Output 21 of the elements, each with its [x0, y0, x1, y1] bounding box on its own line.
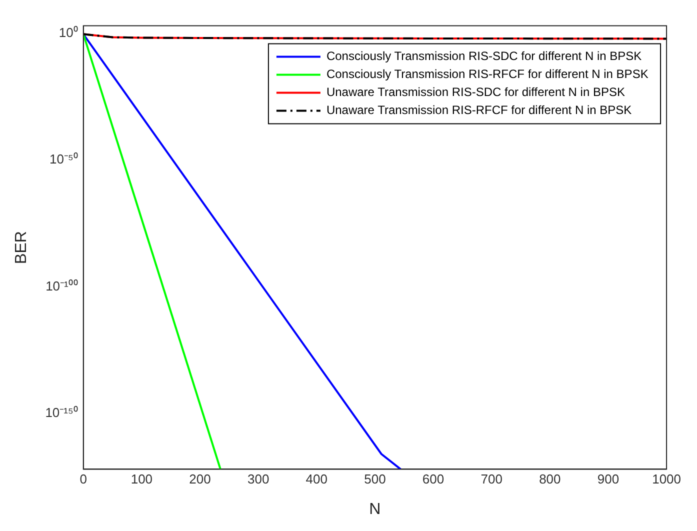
- x-tick-label: 700: [480, 472, 502, 487]
- x-tick-label: 800: [539, 472, 561, 487]
- x-tick-label: 900: [597, 472, 620, 487]
- x-tick-label: 600: [422, 472, 444, 487]
- x-axis-title: N: [369, 500, 381, 518]
- y-tick-label: 10⁻¹⁰⁰: [46, 278, 78, 294]
- x-tick-label: 1000: [652, 472, 681, 487]
- y-axis-title: BER: [13, 231, 30, 264]
- legend-label: Unaware Transmission RIS-SDC for different N in BPSK: [326, 85, 626, 100]
- x-tick-label: 400: [306, 472, 328, 487]
- legend-label: Consciously Transmission RIS-SDC for different N in BPSK: [326, 49, 642, 64]
- x-tick-label: 300: [247, 472, 270, 487]
- x-tick-label: 500: [364, 472, 386, 487]
- y-tick-label: 10⁻⁵⁰: [50, 152, 78, 167]
- x-tick-label: 0: [80, 472, 87, 487]
- y-tick-label: 10⁻¹⁵⁰: [45, 405, 78, 420]
- legend-label: Unaware Transmission RIS-RFCF for different N in BPSK: [326, 103, 632, 118]
- legend-label: Consciously Transmission RIS-RFCF for different N in BPSK: [326, 67, 648, 82]
- x-tick-label: 200: [189, 472, 211, 487]
- y-tick-label: 10⁰: [58, 24, 78, 40]
- x-tick-label: 100: [130, 472, 153, 487]
